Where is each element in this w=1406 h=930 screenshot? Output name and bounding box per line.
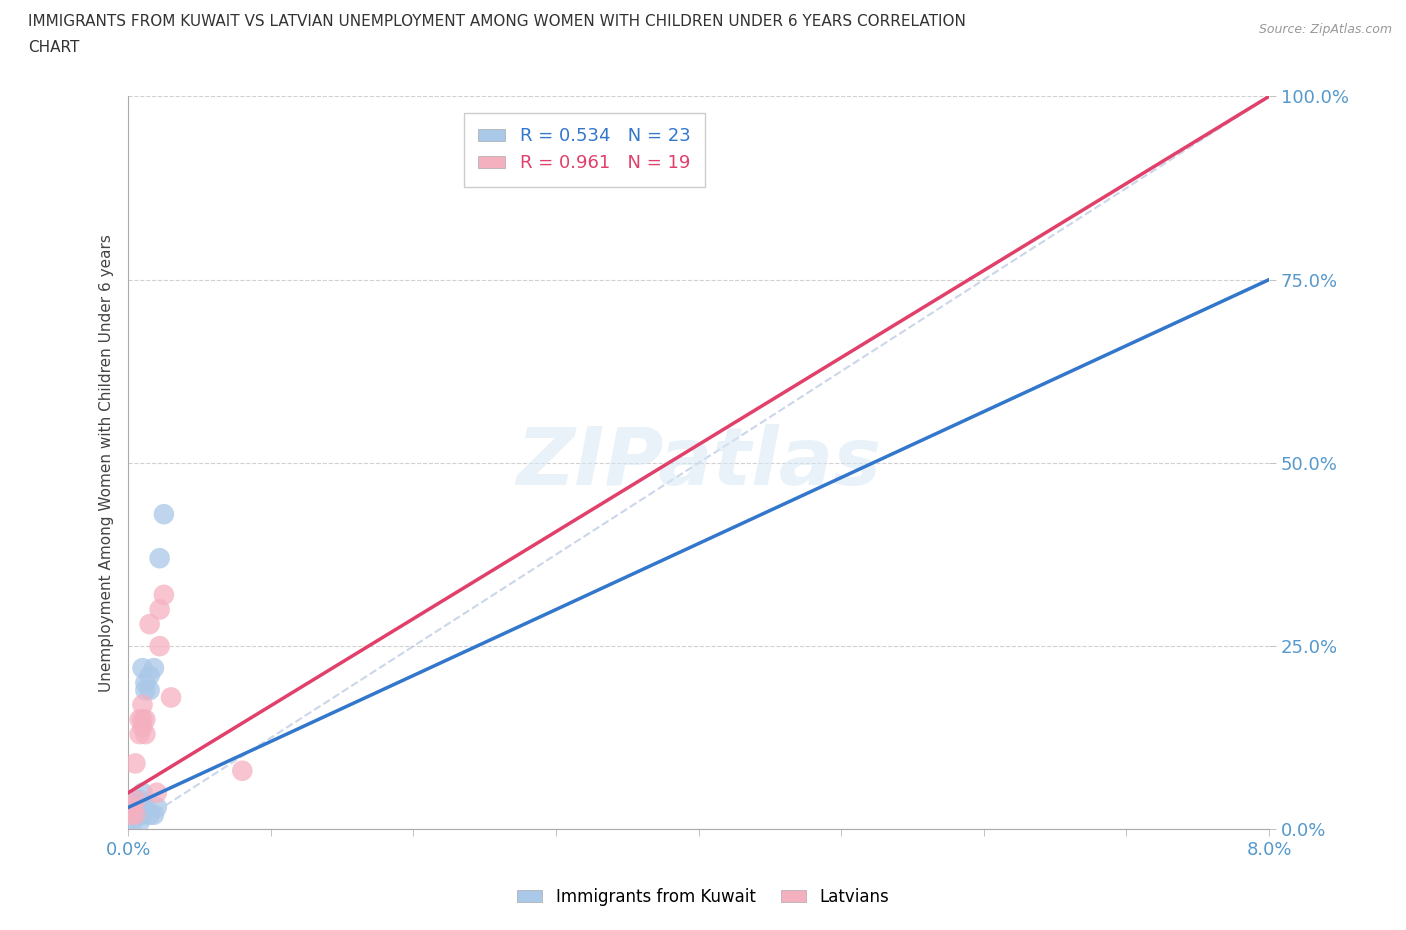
Point [134, 726, 156, 741]
Point [131, 712, 153, 727]
Point [131, 698, 153, 712]
Point [124, 807, 146, 822]
Point [145, 785, 167, 800]
Point [142, 660, 165, 675]
Point [131, 719, 153, 734]
Point [128, 792, 150, 807]
Point [121, 807, 143, 822]
Point [153, 588, 176, 603]
Text: IMMIGRANTS FROM KUWAIT VS LATVIAN UNEMPLOYMENT AMONG WOMEN WITH CHILDREN UNDER 6: IMMIGRANTS FROM KUWAIT VS LATVIAN UNEMPL… [28, 14, 966, 29]
Point [121, 815, 143, 830]
Point [138, 668, 160, 683]
Point [120, 807, 142, 822]
Point [128, 815, 150, 830]
Point [124, 800, 146, 815]
Legend: R = 0.534   N = 23, R = 0.961   N = 19: R = 0.534 N = 23, R = 0.961 N = 19 [464, 113, 706, 187]
Point [131, 785, 153, 800]
Point [142, 807, 165, 822]
Text: Source: ZipAtlas.com: Source: ZipAtlas.com [1258, 23, 1392, 36]
Point [149, 551, 172, 565]
Text: ZIPatlas: ZIPatlas [516, 424, 882, 502]
Y-axis label: Unemployment Among Women with Children Under 6 years: Unemployment Among Women with Children U… [100, 234, 114, 692]
Point [138, 683, 160, 698]
Legend: Immigrants from Kuwait, Latvians: Immigrants from Kuwait, Latvians [510, 881, 896, 912]
Point [149, 602, 172, 617]
Point [121, 792, 143, 807]
Point [124, 756, 146, 771]
Point [134, 800, 156, 815]
Point [124, 792, 146, 807]
Point [134, 675, 156, 690]
Point [124, 807, 146, 822]
Point [131, 807, 153, 822]
Point [134, 712, 156, 727]
Point [128, 712, 150, 727]
Point [128, 807, 150, 822]
Point [121, 800, 143, 815]
Point [131, 800, 153, 815]
Text: CHART: CHART [28, 40, 80, 55]
Point [134, 683, 156, 698]
Point [138, 617, 160, 631]
Point [131, 660, 153, 675]
Point [128, 726, 150, 741]
Point [149, 639, 172, 654]
Point [160, 690, 183, 705]
Point [153, 507, 176, 522]
Point [231, 764, 253, 778]
Point [138, 807, 160, 822]
Point [145, 800, 167, 815]
